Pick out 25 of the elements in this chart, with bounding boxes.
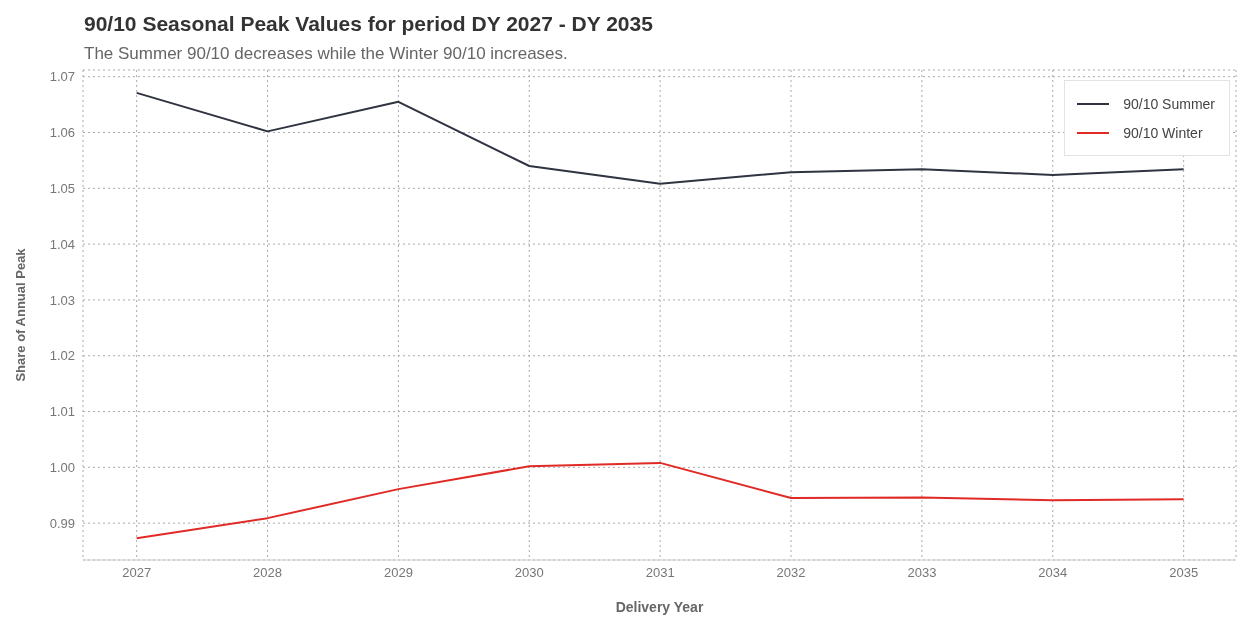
y-tick-label: 1.06 [49,125,75,141]
y-tick-label: 0.99 [49,515,75,531]
y-tick-label: 1.02 [49,348,75,364]
chart-title: 90/10 Seasonal Peak Values for period DY 2027 - DY 2035 [84,11,654,37]
x-tick-label: 2035 [1169,565,1199,581]
y-tick-label: 1.05 [49,180,75,196]
y-tick-label: 1.03 [49,292,75,308]
legend-label: 90/10 Winter [1123,124,1203,141]
legend-label: 90/10 Summer [1123,95,1215,112]
x-tick-label: 2029 [383,565,413,581]
y-tick-label: 1.00 [49,459,75,475]
y-tick-label: 1.01 [49,404,75,420]
y-tick-label: 1.04 [49,236,75,252]
x-tick-label: 2033 [907,565,937,581]
y-tick-label: 1.07 [49,69,75,85]
x-tick-label: 2030 [514,565,544,581]
x-tick-label: 2034 [1038,565,1068,581]
x-tick-label: 2027 [122,565,152,581]
x-axis-title: Delivery Year [615,599,704,615]
x-tick-label: 2028 [253,565,282,581]
y-axis-title: Share of Annual Peak [12,247,28,382]
line-series [135,461,1185,540]
x-tick-label: 2032 [776,565,806,581]
chart-subtitle: The Summer 90/10 decreases while the Winter 90/10 increases. [84,43,569,65]
x-tick-label: 2031 [645,565,675,581]
